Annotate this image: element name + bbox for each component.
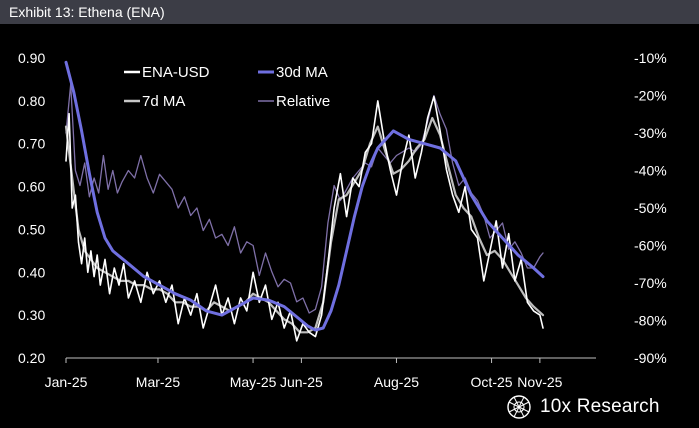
- y-tick-left: 0.40: [18, 264, 45, 280]
- series-line-ma30: [64, 60, 545, 332]
- y-tick-left: 0.50: [18, 221, 45, 237]
- y-tick-right: -70%: [634, 275, 667, 291]
- y-tick-right: -60%: [634, 238, 667, 254]
- x-tick-label: Aug-25: [374, 374, 419, 390]
- y-tick-right: -90%: [634, 350, 667, 366]
- legend-label-ma30: 30d MA: [276, 64, 328, 81]
- brand-name: 10x Research: [540, 396, 660, 417]
- x-tick-label: Jan-25: [45, 374, 88, 390]
- axis-layer: 0.20 0.30 0.40 0.50 0.60 0.70 0.80 0.90 -10% -20%…: [18, 50, 667, 390]
- y-tick-right: -20%: [634, 88, 667, 104]
- y-tick-right: -50%: [634, 200, 667, 216]
- y-tick-right: -30%: [634, 125, 667, 141]
- y-tick-left: 0.60: [18, 179, 45, 195]
- legend-layer: ENA-USD 30d MA 7d MA Relative: [124, 64, 330, 110]
- globe-icon: [507, 395, 531, 419]
- y-tick-right: -10%: [634, 50, 667, 66]
- y-tick-right: -40%: [634, 163, 667, 179]
- series-line-ena_usd: [65, 95, 544, 342]
- y-tick-left: 0.30: [18, 307, 45, 323]
- brand: 10x Research: [506, 394, 660, 420]
- exhibit-title: Exhibit 13: Ethena (ENA): [0, 0, 699, 24]
- x-tick-label: Jun-25: [280, 374, 323, 390]
- y-tick-left: 0.70: [18, 136, 45, 152]
- legend-label-ena_usd: ENA-USD: [142, 64, 210, 81]
- x-tick-label: Mar-25: [136, 374, 181, 390]
- legend-label-relative: Relative: [276, 93, 330, 110]
- y-tick-left: 0.80: [18, 93, 45, 109]
- y-tick-left: 0.90: [18, 50, 45, 66]
- series-line-relative: [65, 83, 544, 314]
- legend-label-ma7: 7d MA: [142, 93, 185, 110]
- x-tick-label: Oct-25: [471, 374, 513, 390]
- y-tick-right: -80%: [634, 313, 667, 329]
- x-tick-label: Nov-25: [517, 374, 562, 390]
- series-layer: [64, 60, 545, 342]
- x-tick-label: May-25: [230, 374, 277, 390]
- y-tick-left: 0.20: [18, 350, 45, 366]
